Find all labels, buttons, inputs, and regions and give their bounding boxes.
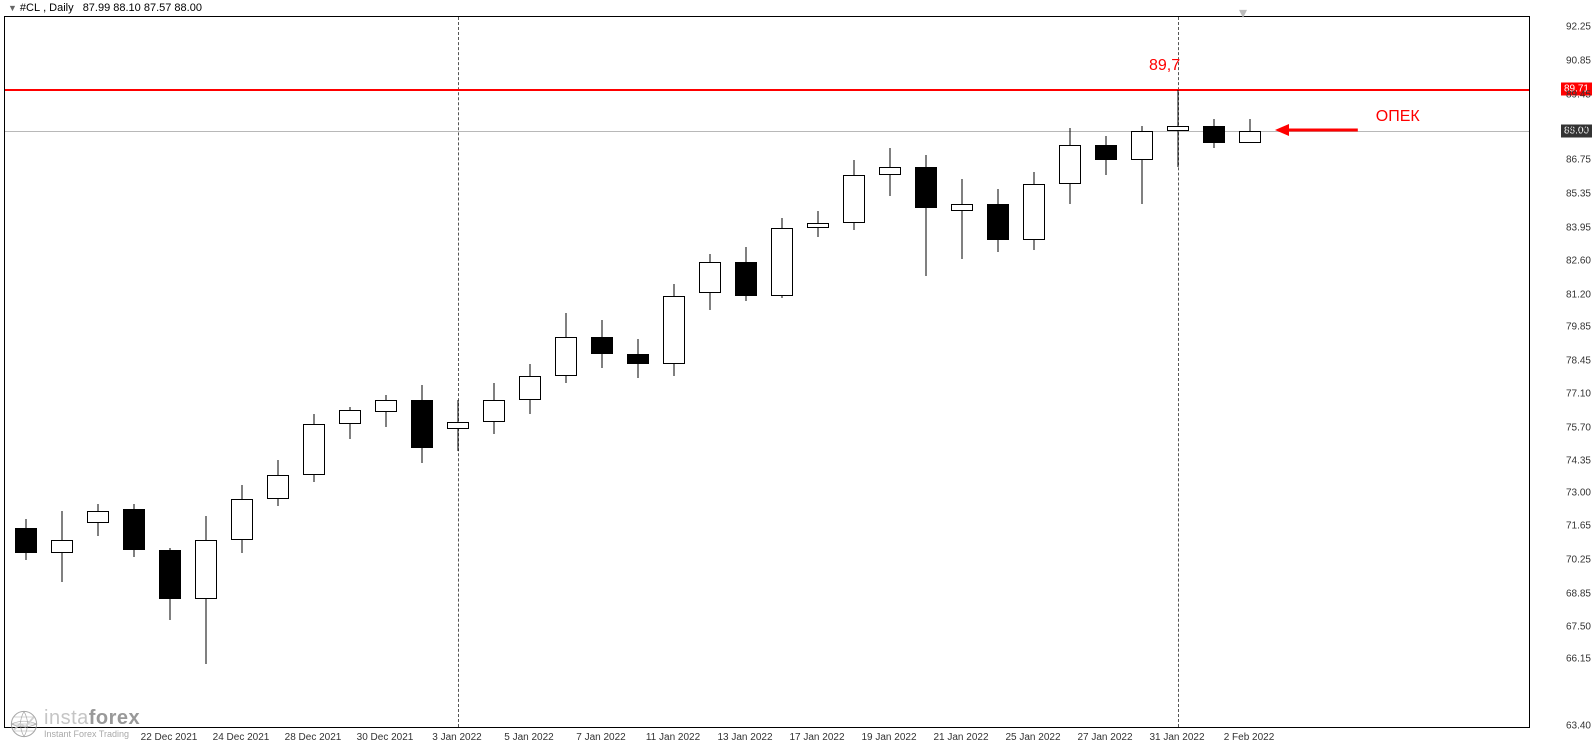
period-separator	[458, 17, 459, 727]
chevron-down-icon: ▼	[8, 3, 17, 13]
instaforex-logo-icon	[10, 710, 38, 738]
x-axis-tick: 17 Jan 2022	[789, 732, 844, 743]
resistance-line	[5, 89, 1529, 91]
chart-symbol: #CL	[20, 2, 40, 14]
x-axis-tick: 13 Jan 2022	[717, 732, 772, 743]
y-axis-tick: 88.00	[1566, 124, 1591, 135]
y-axis-tick: 79.85	[1566, 322, 1591, 333]
watermark-tagline: Instant Forex Trading	[44, 730, 140, 739]
x-axis-tick: 24 Dec 2021	[213, 732, 270, 743]
x-axis-tick: 11 Jan 2022	[646, 732, 700, 743]
y-axis-tick: 78.45	[1566, 356, 1591, 367]
y-axis-tick: 75.70	[1566, 422, 1591, 433]
y-axis-tick: 68.85	[1566, 588, 1591, 599]
x-axis-tick: 2 Feb 2022	[1224, 732, 1275, 743]
annotation-89-7: 89,7	[1149, 57, 1180, 75]
x-axis-tick: 28 Dec 2021	[285, 732, 342, 743]
chart-ohlc: 87.99 88.10 87.57 88.00	[83, 2, 202, 14]
x-axis-tick: 25 Jan 2022	[1005, 732, 1060, 743]
y-axis-tick: 71.65	[1566, 521, 1591, 532]
y-axis-tick: 67.50	[1566, 621, 1591, 632]
chart-timeframe: Daily	[49, 2, 73, 14]
chart-plot-area[interactable]: 88.0089.7189,7ОПЕК▾	[4, 16, 1530, 728]
y-axis-tick: 86.75	[1566, 155, 1591, 166]
y-axis-tick: 66.15	[1566, 654, 1591, 665]
y-axis-tick: 85.35	[1566, 189, 1591, 200]
y-axis-tick: 92.25	[1566, 21, 1591, 32]
annotation-opek: ОПЕК	[1376, 108, 1420, 126]
x-axis-tick: 19 Jan 2022	[861, 732, 916, 743]
chart-title-bar: ▼ #CL,Daily 87.99 88.10 87.57 88.00	[8, 2, 202, 14]
y-axis-tick: 83.95	[1566, 223, 1591, 234]
y-axis-tick: 77.10	[1566, 389, 1591, 400]
y-axis-tick: 63.40	[1566, 721, 1591, 732]
x-axis-tick: 21 Jan 2022	[933, 732, 988, 743]
x-axis-tick: 30 Dec 2021	[357, 732, 414, 743]
y-axis-tick: 70.25	[1566, 555, 1591, 566]
x-axis-tick: 31 Jan 2022	[1149, 732, 1204, 743]
x-axis-tick: 5 Jan 2022	[504, 732, 554, 743]
watermark-brand: instaforex	[44, 708, 140, 728]
y-axis-tick: 90.85	[1566, 55, 1591, 66]
y-axis-tick: 81.20	[1566, 289, 1591, 300]
x-axis-tick: 7 Jan 2022	[576, 732, 626, 743]
chart-container: ▼ #CL,Daily 87.99 88.10 87.57 88.00 88.0…	[0, 0, 1593, 745]
x-axis-tick: 3 Jan 2022	[432, 732, 482, 743]
y-axis-tick: 82.60	[1566, 255, 1591, 266]
y-axis-tick: 89.45	[1566, 89, 1591, 100]
y-axis-tick: 73.00	[1566, 488, 1591, 499]
y-axis-tick: 74.35	[1566, 455, 1591, 466]
watermark: instaforex Instant Forex Trading	[10, 708, 140, 739]
x-axis-tick: 22 Dec 2021	[141, 732, 198, 743]
arrow-icon	[1263, 120, 1362, 140]
x-axis-tick: 27 Jan 2022	[1077, 732, 1132, 743]
chevron-down-icon: ▾	[1239, 3, 1247, 23]
